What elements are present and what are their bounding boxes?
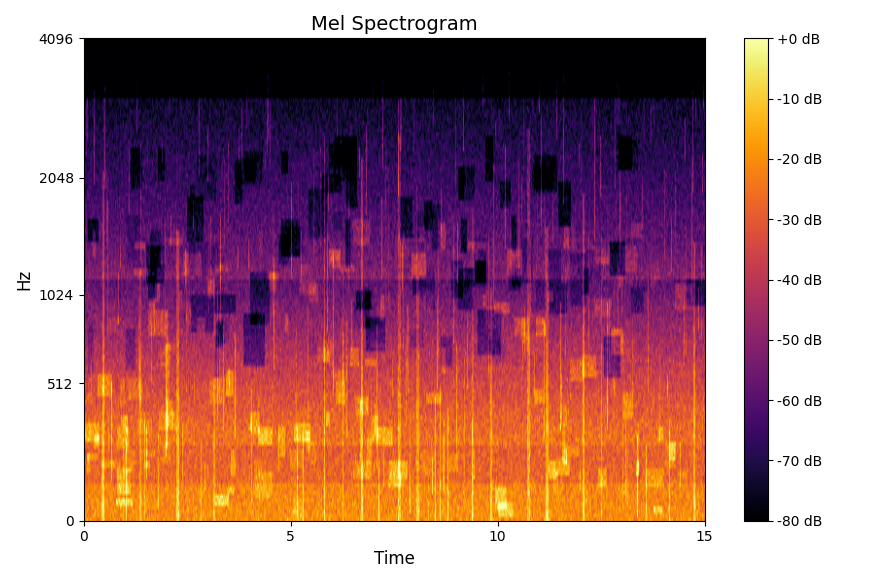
Title: Mel Spectrogram: Mel Spectrogram — [311, 15, 478, 34]
X-axis label: Time: Time — [374, 550, 415, 568]
Y-axis label: Hz: Hz — [15, 269, 33, 290]
